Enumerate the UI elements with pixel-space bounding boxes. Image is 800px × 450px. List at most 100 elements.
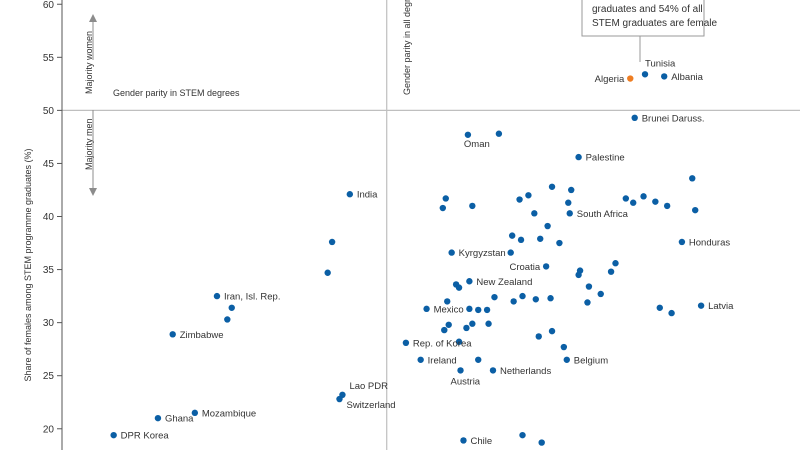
data-point bbox=[542, 263, 550, 270]
y-tick-label: 45 bbox=[43, 159, 55, 170]
data-point bbox=[110, 431, 117, 439]
point-label: Palestine bbox=[586, 153, 625, 164]
y-tick-label: 40 bbox=[43, 212, 55, 223]
data-point bbox=[668, 309, 675, 317]
data-point bbox=[466, 305, 473, 313]
point-label: Ireland bbox=[428, 355, 457, 366]
data-point bbox=[154, 414, 162, 422]
data-point bbox=[475, 356, 482, 363]
data-point bbox=[627, 75, 634, 82]
data-point bbox=[607, 268, 615, 275]
point-label: Albania bbox=[671, 72, 703, 83]
data-point bbox=[641, 71, 649, 78]
data-point bbox=[169, 331, 176, 338]
data-point bbox=[228, 304, 235, 311]
data-point bbox=[417, 356, 424, 363]
data-point bbox=[324, 269, 331, 276]
point-label: Croatia bbox=[510, 262, 541, 273]
data-point bbox=[466, 278, 473, 285]
data-point bbox=[548, 183, 556, 190]
data-point bbox=[441, 326, 448, 334]
data-point bbox=[535, 333, 542, 340]
point-label: Honduras bbox=[689, 237, 730, 248]
callout-line-2: STEM graduates are female bbox=[592, 18, 717, 29]
data-point bbox=[328, 238, 336, 246]
data-point bbox=[652, 198, 659, 205]
all-parity-label: Gender parity in all degrees bbox=[402, 0, 412, 95]
data-point bbox=[439, 204, 447, 212]
point-label: Lao PDR bbox=[349, 381, 388, 392]
majority-women-label: Majority women bbox=[84, 31, 94, 94]
data-point bbox=[575, 153, 582, 161]
data-point bbox=[663, 202, 671, 210]
y-tick-label: 50 bbox=[43, 106, 55, 117]
data-point bbox=[483, 306, 491, 314]
data-point bbox=[442, 195, 449, 202]
data-point bbox=[469, 202, 476, 210]
data-point bbox=[565, 199, 572, 206]
data-point bbox=[548, 327, 556, 335]
point-label: Latvia bbox=[708, 301, 734, 312]
data-point bbox=[517, 236, 525, 244]
point-label: South Africa bbox=[577, 209, 629, 220]
data-point bbox=[455, 284, 463, 291]
data-point bbox=[622, 195, 630, 202]
data-point bbox=[575, 271, 582, 279]
data-point bbox=[656, 304, 663, 311]
data-point bbox=[525, 192, 532, 199]
stem-parity-label: Gender parity in STEM degrees bbox=[113, 88, 240, 98]
data-point bbox=[531, 210, 538, 217]
point-label: Brunei Daruss. bbox=[642, 113, 705, 124]
point-label: Mozambique bbox=[202, 408, 256, 419]
data-point bbox=[597, 290, 604, 298]
point-label: Belgium bbox=[574, 355, 608, 366]
data-point bbox=[455, 338, 463, 345]
data-point bbox=[510, 298, 517, 305]
point-label: Netherlands bbox=[500, 366, 551, 377]
data-point bbox=[697, 302, 705, 309]
data-point bbox=[556, 239, 563, 247]
data-point bbox=[584, 299, 591, 306]
callout-box: graduates and 54% of all STEM graduates … bbox=[581, 0, 717, 62]
data-point bbox=[661, 73, 668, 80]
y-tick-label: 25 bbox=[43, 371, 55, 382]
data-point bbox=[568, 186, 575, 194]
y-tick-label: 35 bbox=[43, 265, 55, 276]
data-point bbox=[191, 409, 199, 417]
y-tick-label: 20 bbox=[43, 424, 55, 435]
data-point bbox=[460, 437, 467, 444]
data-point bbox=[532, 296, 539, 303]
y-tick-label: 30 bbox=[43, 318, 55, 329]
callout-line-1: graduates and 54% of all bbox=[592, 4, 703, 15]
data-point bbox=[585, 283, 593, 290]
data-point bbox=[336, 395, 343, 403]
data-point bbox=[519, 292, 526, 300]
data-point bbox=[640, 193, 647, 200]
data-point bbox=[213, 292, 221, 300]
data-point bbox=[464, 131, 472, 138]
data-point bbox=[495, 130, 503, 137]
point-label: Ghana bbox=[165, 414, 194, 425]
data-point bbox=[457, 367, 464, 374]
data-point bbox=[402, 339, 410, 347]
data-point bbox=[507, 249, 514, 256]
data-point bbox=[631, 114, 638, 122]
majority-men-label: Majority men bbox=[84, 118, 94, 170]
data-point bbox=[612, 260, 619, 267]
point-label: Zimbabwe bbox=[180, 330, 224, 341]
data-point bbox=[544, 222, 551, 230]
data-point bbox=[630, 199, 637, 206]
data-point bbox=[475, 306, 482, 314]
data-point bbox=[547, 295, 554, 302]
y-axis-label: Share of females among STEM programme gr… bbox=[23, 148, 33, 381]
data-point bbox=[445, 321, 452, 328]
data-point bbox=[469, 320, 476, 327]
data-point bbox=[489, 367, 497, 374]
data-point bbox=[448, 249, 455, 256]
point-label: Austria bbox=[451, 376, 481, 387]
point-label: Tunisia bbox=[645, 58, 676, 69]
point-label: Oman bbox=[464, 139, 490, 150]
data-point bbox=[678, 238, 686, 246]
data-point bbox=[560, 343, 568, 351]
data-point bbox=[516, 196, 523, 203]
